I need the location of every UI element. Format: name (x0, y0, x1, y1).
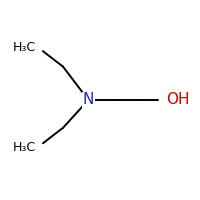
Text: H₃C: H₃C (13, 41, 36, 54)
Text: OH: OH (166, 92, 190, 107)
Text: H₃C: H₃C (13, 141, 36, 154)
Text: N: N (83, 92, 94, 107)
